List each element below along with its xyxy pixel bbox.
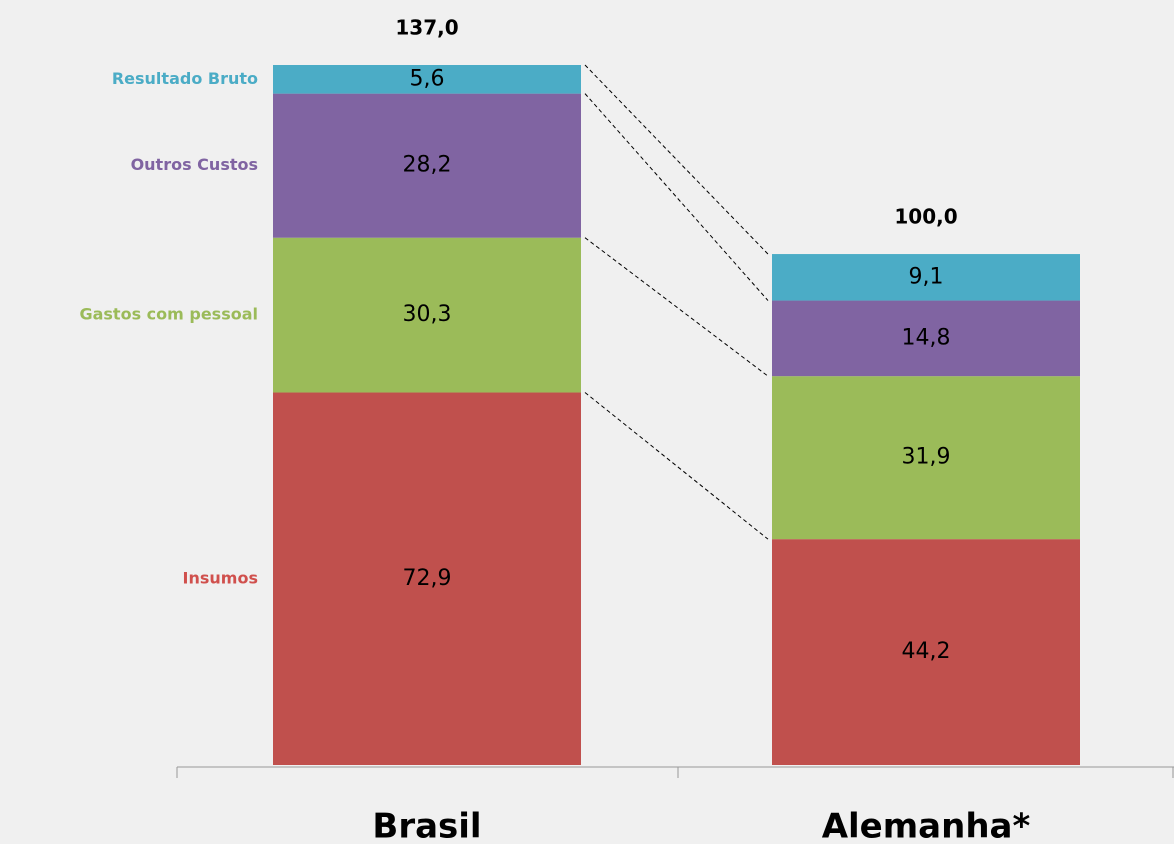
connector: [584, 392, 769, 540]
value-label: 9,1: [909, 264, 944, 289]
total-label: 100,0: [894, 205, 957, 229]
bar-segment: [772, 376, 1080, 540]
connector: [584, 64, 769, 255]
legend-label: Outros Custos: [131, 155, 258, 174]
value-label: 5,6: [410, 66, 445, 91]
legend-label: Resultado Bruto: [112, 69, 258, 88]
connector: [584, 237, 769, 377]
bar-segment: [273, 65, 581, 94]
value-label: 30,3: [403, 302, 452, 327]
value-label: 44,2: [902, 639, 951, 664]
category-label: Alemanha*: [822, 807, 1031, 844]
legend-label: Gastos com pessoal: [79, 305, 258, 324]
bar-segment: [772, 300, 1080, 377]
bar-segment: [772, 539, 1080, 765]
value-label: 28,2: [403, 153, 452, 178]
value-label: 31,9: [902, 445, 951, 470]
category-label: Brasil: [372, 807, 481, 844]
value-label: 72,9: [403, 566, 452, 591]
total-label: 137,0: [395, 16, 458, 40]
bar-segment: [273, 93, 581, 238]
bar-segment: [273, 392, 581, 765]
bar-segment: [772, 254, 1080, 301]
legend-label: Insumos: [183, 568, 258, 587]
value-label: 14,8: [902, 325, 951, 350]
connector: [584, 93, 769, 301]
bar-segment: [273, 237, 581, 393]
